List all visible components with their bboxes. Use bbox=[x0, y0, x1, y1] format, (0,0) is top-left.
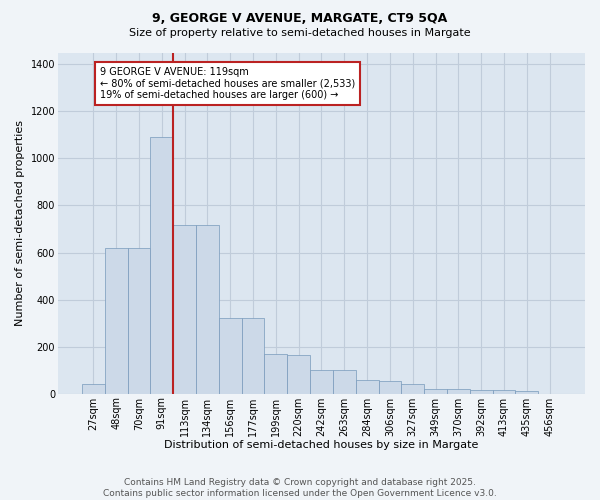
Bar bbox=[515, 392, 538, 394]
Bar bbox=[82, 384, 105, 394]
Bar bbox=[265, 354, 287, 394]
Text: 9 GEORGE V AVENUE: 119sqm
← 80% of semi-detached houses are smaller (2,533)
19% : 9 GEORGE V AVENUE: 119sqm ← 80% of semi-… bbox=[100, 66, 355, 100]
Text: Contains HM Land Registry data © Crown copyright and database right 2025.
Contai: Contains HM Land Registry data © Crown c… bbox=[103, 478, 497, 498]
Y-axis label: Number of semi-detached properties: Number of semi-detached properties bbox=[15, 120, 25, 326]
Bar bbox=[128, 248, 151, 394]
Bar bbox=[105, 248, 128, 394]
Text: Size of property relative to semi-detached houses in Margate: Size of property relative to semi-detach… bbox=[129, 28, 471, 38]
Bar bbox=[401, 384, 424, 394]
Bar bbox=[356, 380, 379, 394]
Bar bbox=[310, 370, 333, 394]
Bar bbox=[493, 390, 515, 394]
Bar bbox=[447, 389, 470, 394]
Bar bbox=[424, 389, 447, 394]
Bar bbox=[333, 370, 356, 394]
Bar bbox=[196, 226, 219, 394]
Bar bbox=[379, 380, 401, 394]
Text: 9, GEORGE V AVENUE, MARGATE, CT9 5QA: 9, GEORGE V AVENUE, MARGATE, CT9 5QA bbox=[152, 12, 448, 26]
Bar bbox=[151, 137, 173, 394]
Bar bbox=[173, 226, 196, 394]
X-axis label: Distribution of semi-detached houses by size in Margate: Distribution of semi-detached houses by … bbox=[164, 440, 479, 450]
Bar bbox=[470, 390, 493, 394]
Bar bbox=[219, 318, 242, 394]
Bar bbox=[242, 318, 265, 394]
Bar bbox=[287, 355, 310, 394]
